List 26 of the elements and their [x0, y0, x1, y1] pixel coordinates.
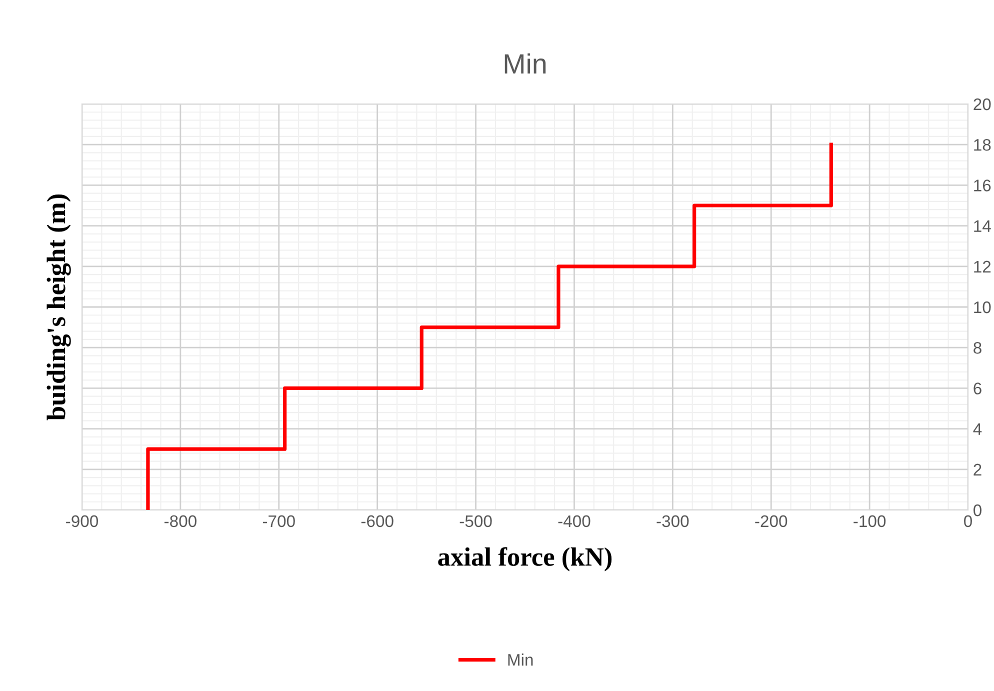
- x-tick-label: -800: [164, 515, 196, 528]
- x-tick-label: 0: [964, 515, 972, 528]
- chart-title: Min: [504, 53, 546, 74]
- x-tick-label: -600: [361, 515, 394, 528]
- line-series: [146, 142, 833, 510]
- y-tick-label: 6: [974, 382, 982, 394]
- x-tick-label: -300: [656, 515, 689, 528]
- x-tick-label: -400: [558, 515, 590, 528]
- x-tick-label: -900: [66, 515, 98, 528]
- y-tick-label: 14: [974, 220, 991, 232]
- y-tick-label: 12: [974, 260, 991, 272]
- x-tick-label: -700: [262, 515, 295, 528]
- x-axis-title: axial force (kN): [438, 547, 612, 572]
- y-tick-label: 10: [974, 301, 991, 314]
- y-tick-label: 20: [974, 98, 991, 110]
- y-tick-label: 2: [974, 464, 982, 476]
- x-tick-label: -200: [755, 515, 788, 528]
- legend-label: Min: [508, 654, 533, 666]
- y-tick-label: 0: [974, 504, 982, 516]
- y-tick-label: 4: [973, 423, 982, 435]
- x-tick-label: -100: [854, 515, 886, 528]
- y-tick-label: 8: [974, 342, 982, 354]
- y-tick-label: 16: [974, 180, 991, 192]
- y-axis-title: buiding's height (m): [46, 194, 71, 420]
- y-tick-label: 18: [974, 139, 991, 151]
- x-tick-label: -500: [460, 515, 492, 528]
